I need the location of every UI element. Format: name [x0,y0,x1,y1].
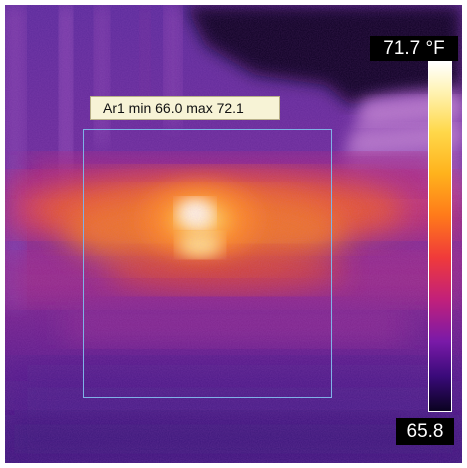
thermal-scene [5,5,462,463]
color-scale-bar [428,61,452,412]
roi-label: Ar1 min 66.0 max 72.1 [90,96,280,120]
roi-area-box[interactable] [83,129,332,398]
scale-min-label: 65.8 [396,418,454,445]
thermal-image [5,5,462,463]
scale-max-label: 71.7 °F [370,36,458,61]
